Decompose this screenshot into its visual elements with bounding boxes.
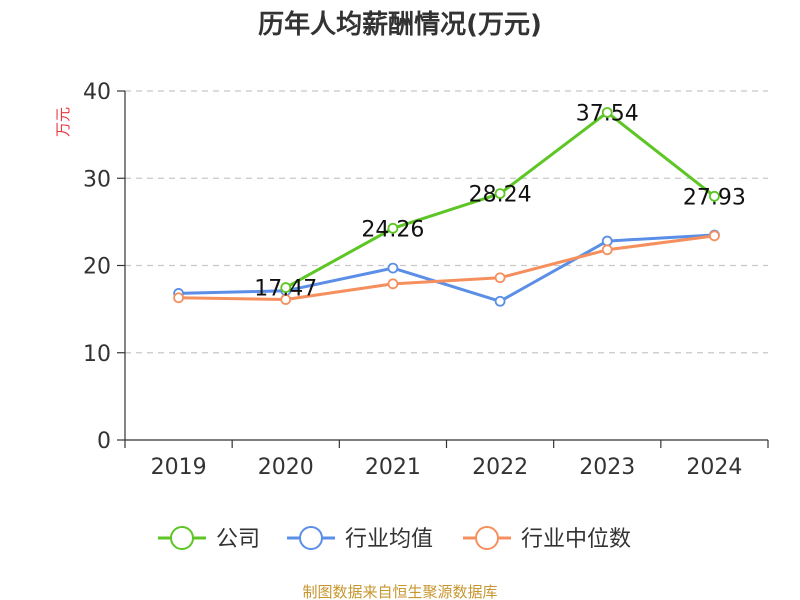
y-tick-label: 40 <box>83 80 111 105</box>
x-tick-label: 2021 <box>365 455 421 480</box>
series-2-point[interactable] <box>709 230 720 242</box>
x-tick-label: 2019 <box>151 455 207 480</box>
y-tick-label: 30 <box>83 167 111 192</box>
series-0-point[interactable] <box>387 222 399 234</box>
x-tick-label: 2023 <box>579 455 635 480</box>
series-0-point[interactable] <box>709 190 720 202</box>
series-2-point[interactable] <box>280 294 292 305</box>
legend-label: 公司 <box>216 527 260 552</box>
legend[interactable]: 公司 行业均值 行业中位数 <box>158 526 631 552</box>
y-tick-label: 0 <box>97 429 111 454</box>
legend-swatch-marker <box>170 526 194 550</box>
series-1-point[interactable] <box>387 262 399 274</box>
series-0-point[interactable] <box>280 282 292 293</box>
legend-swatch-marker <box>299 526 323 550</box>
series-1-line <box>178 233 715 303</box>
data-label: 24.26 <box>361 217 424 242</box>
series-2-point[interactable] <box>387 278 399 290</box>
grid <box>125 90 768 354</box>
chart-title: 历年人均薪酬情况(万元) <box>258 9 542 40</box>
y-tick-label: 20 <box>83 255 111 280</box>
series-1-point[interactable] <box>601 235 613 247</box>
x-tick-labels: 2019 2020 2021 2022 2023 2024 <box>151 455 743 480</box>
series-0-point[interactable] <box>601 107 613 118</box>
legend-label: 行业中位数 <box>521 527 631 552</box>
series-0-point[interactable] <box>494 188 506 200</box>
legend-label: 行业均值 <box>345 527 433 552</box>
data-label: 37.54 <box>576 101 639 126</box>
series-layer <box>173 107 720 307</box>
series-2-point[interactable] <box>173 292 184 304</box>
series-2-point[interactable] <box>494 272 506 284</box>
data-label: 28.24 <box>469 183 532 208</box>
source-note: 制图数据来自恒生聚源数据库 <box>302 583 497 600</box>
legend-item-0[interactable]: 公司 <box>158 526 260 552</box>
series-2-line <box>178 234 715 302</box>
data-label: 17.47 <box>254 277 317 302</box>
x-tick-label: 2022 <box>472 455 528 480</box>
legend-item-1[interactable]: 行业均值 <box>287 526 433 552</box>
y-tick-labels: 0 10 20 30 40 <box>83 80 111 454</box>
y-tick-label: 10 <box>83 342 111 367</box>
legend-swatch-marker <box>475 526 499 550</box>
legend-item-2[interactable]: 行业中位数 <box>463 526 631 552</box>
y-axis-label: 万元 <box>54 107 72 137</box>
data-label: 27.93 <box>683 185 746 210</box>
data-labels: 17.47 24.26 28.24 37.54 27.93 <box>254 101 746 301</box>
series-1-point[interactable] <box>494 295 506 307</box>
x-tick-label: 2024 <box>686 455 742 480</box>
axes <box>117 90 769 448</box>
series-2-point[interactable] <box>601 244 613 256</box>
x-tick-label: 2020 <box>258 455 314 480</box>
